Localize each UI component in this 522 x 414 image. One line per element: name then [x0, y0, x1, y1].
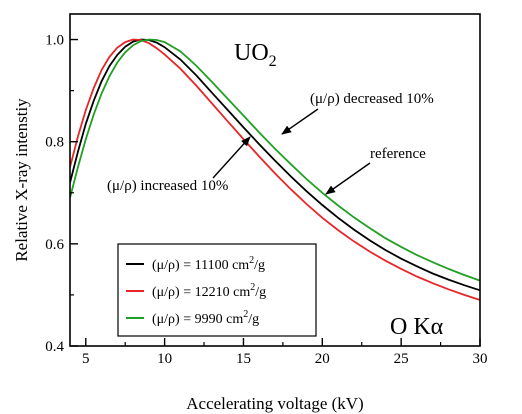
series-line-2: [70, 38, 480, 282]
x-axis-title: Accelerating voltage (kV): [186, 394, 363, 413]
compound-main: UO: [234, 40, 269, 66]
series-line-0: [70, 38, 480, 292]
increased-annotation: (μ/ρ) increased 10%: [107, 178, 228, 194]
y-tick-label-1: 0.6: [45, 237, 64, 253]
x-tick-label-3: 20: [315, 351, 330, 367]
y-tick-label-2: 0.8: [45, 135, 64, 151]
reference-arrow: [325, 162, 371, 195]
y-axis-title: Relative X-ray intenstiy: [12, 98, 31, 262]
plot-frame: [69, 13, 481, 347]
x-tick-label-2: 15: [236, 351, 251, 367]
legend-label-0: (μ/ρ) = 11100 cm2/g: [152, 255, 265, 273]
legend-box: [117, 243, 317, 337]
decreased-arrow: [281, 108, 319, 135]
x-tick-label-1: 10: [157, 351, 172, 367]
compound-subscript: 2: [269, 53, 277, 70]
compound-label: UO2: [234, 40, 277, 70]
decreased-annotation: (μ/ρ) decreased 10%: [310, 91, 434, 107]
increased-arrow: [212, 136, 251, 179]
x-tick-label-5: 30: [473, 351, 488, 367]
x-tick-label-4: 25: [394, 351, 409, 367]
reference-annotation: reference: [370, 146, 426, 162]
series-line-1: [70, 38, 480, 301]
legend-label-1: (μ/ρ) = 12210 cm2/g: [152, 282, 266, 300]
series-layer: [70, 38, 480, 301]
ticks-layer: 5 10 15 20 25 30 0.4 0.6 0.8 1.0: [45, 33, 487, 367]
legend-label-2: (μ/ρ) = 9990 cm2/g: [152, 309, 259, 327]
y-tick-label-3: 1.0: [45, 33, 64, 49]
y-tick-label-0: 0.4: [45, 339, 64, 355]
line-label: O Kα: [390, 314, 444, 340]
x-tick-label-0: 5: [82, 351, 90, 367]
legend: (μ/ρ) = 11100 cm2/g (μ/ρ) = 12210 cm2/g (μ…: [117, 243, 317, 337]
